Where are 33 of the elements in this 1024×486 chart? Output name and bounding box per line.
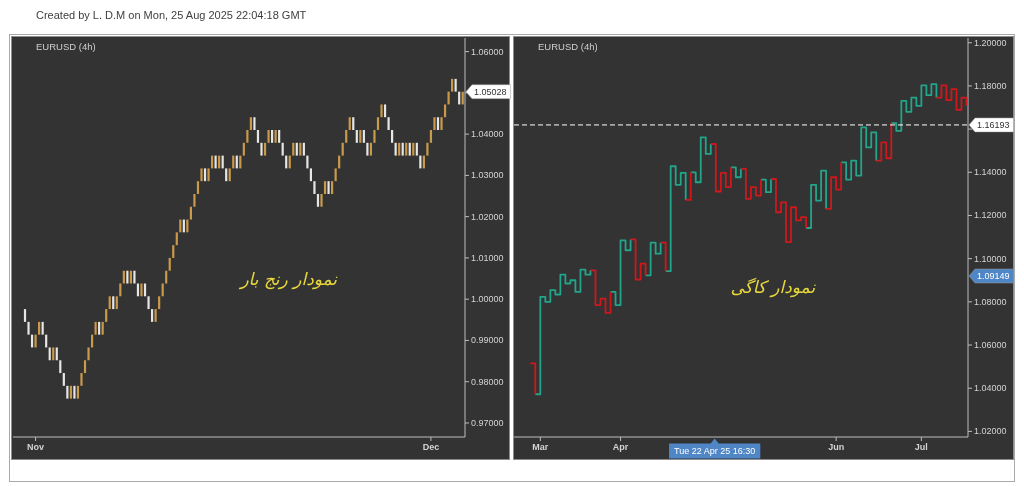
y-tick-label: 1.04000 [471, 129, 504, 140]
y-tick-label: 1.14000 [974, 167, 1007, 178]
y-tick-label: 1.06000 [471, 46, 504, 57]
y-tick-label: 0.97000 [471, 417, 504, 428]
y-tick-label: 1.00000 [471, 294, 504, 305]
y-tick-label: 1.20000 [974, 37, 1007, 48]
header-text: Created by L. D.M on Mon, 25 Aug 2025 22:04:18 GMT [36, 9, 307, 21]
y-tick-label: 1.18000 [974, 80, 1007, 91]
chart-title: EURUSD (4h) [538, 40, 598, 52]
y-tick-label: 1.12000 [974, 210, 1007, 221]
y-tick-label: 0.98000 [471, 376, 504, 387]
crosshair-x-label-text: Tue 22 Apr 25 16:30 [674, 446, 756, 456]
chart-note: نمودار رنج بار [240, 269, 338, 290]
ref-line-label-text: 1.16193 [977, 119, 1010, 130]
y-tick-label: 1.10000 [974, 253, 1007, 264]
chart-note: نمودار کاگی [730, 277, 816, 298]
y-tick-label: 1.02000 [974, 426, 1007, 437]
x-tick-label: Mar [532, 442, 549, 452]
y-tick-label: 1.06000 [974, 340, 1007, 350]
y-tick-label: 0.99000 [471, 335, 504, 346]
x-tick-label: Dec [422, 442, 440, 452]
chart-title: EURUSD (4h) [36, 40, 96, 52]
y-tick-label: 1.04000 [974, 383, 1007, 394]
y-tick-label: 1.08000 [974, 296, 1007, 307]
price-label-text: 1.09149 [977, 271, 1010, 281]
x-tick-label: Nov [27, 442, 45, 452]
y-tick-label: 1.01000 [471, 252, 504, 263]
x-tick-label: Jun [828, 442, 845, 452]
x-tick-label: Apr [612, 442, 629, 452]
y-tick-label: 1.03000 [471, 170, 504, 181]
x-tick-label: Jul [914, 442, 928, 452]
price-label-text: 1.05028 [474, 86, 507, 97]
y-tick-label: 1.02000 [471, 211, 504, 222]
